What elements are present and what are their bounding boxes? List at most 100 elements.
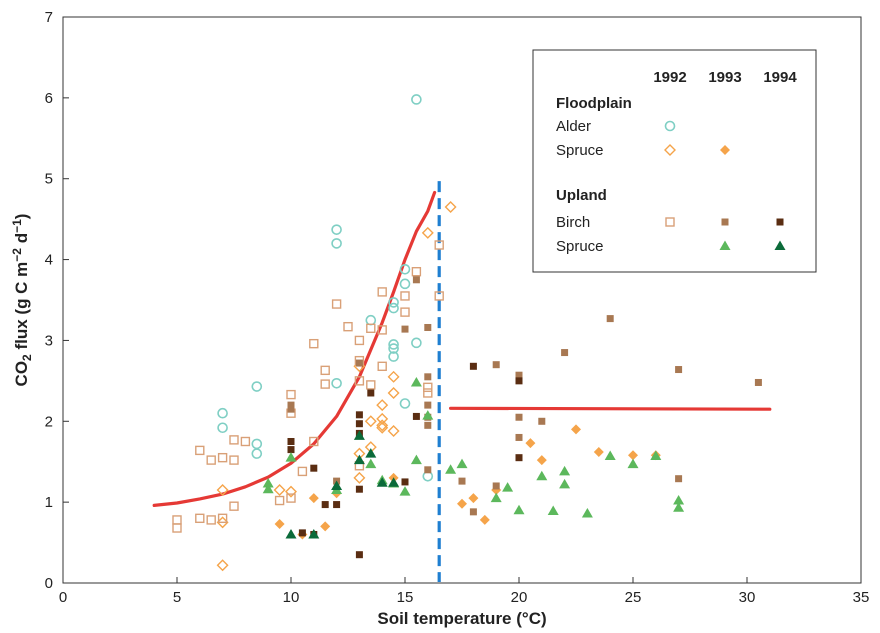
birch_1992-point: [377, 287, 387, 297]
up_spruce_1993-point: [445, 464, 457, 474]
birch_1993-point: [424, 323, 432, 331]
y-tick-label: 6: [45, 90, 53, 107]
up_spruce_1994-point: [331, 480, 343, 490]
up_spruce_1993-point: [559, 478, 571, 489]
up_spruce_1993-point: [456, 458, 468, 469]
birch_1992-point: [172, 523, 182, 533]
birch_1994-point: [355, 420, 363, 428]
up_spruce_1993-point: [547, 505, 559, 516]
birch_1994-point: [355, 551, 363, 559]
data-points: [172, 94, 762, 572]
fp_spruce_1992-point: [387, 424, 400, 437]
x-tick-label: 25: [625, 589, 642, 606]
y-tick-label: 2: [45, 413, 53, 430]
birch_1992-point: [331, 299, 342, 309]
up_spruce_1993-point: [673, 495, 685, 505]
fp_spruce_1992-point: [387, 386, 400, 399]
birch_1994-point: [287, 438, 295, 445]
up_spruce_1993-point: [604, 450, 616, 461]
birch_1993-point: [424, 466, 432, 474]
birch_1993-point: [492, 482, 500, 490]
fp_spruce_1992-point: [376, 421, 389, 434]
birch_1993-point: [515, 371, 523, 379]
birch_1992-point: [400, 307, 410, 317]
alder_1992-point: [388, 302, 399, 314]
fp_spruce_1993-point: [468, 493, 479, 504]
alder_1992-point: [251, 448, 263, 459]
birch_1992-point: [206, 455, 216, 465]
birch_1992-point: [320, 379, 330, 389]
legend-label-alder: Alder: [556, 118, 591, 135]
up_spruce_1994-point: [365, 448, 377, 458]
x-tick-label: 5: [173, 589, 181, 606]
birch_1994-point: [401, 478, 409, 486]
birch_1992-point: [297, 466, 308, 477]
legend-year-1994: 1994: [763, 69, 797, 86]
legend-year-1992: 1992: [653, 69, 686, 86]
birch_1992-point: [229, 435, 239, 445]
birch_1993-point: [606, 315, 614, 323]
up_spruce_1993-point: [422, 410, 434, 420]
fp_spruce_1992-point: [353, 471, 366, 484]
birch_1992-point: [377, 361, 387, 372]
birch_1992-point: [434, 240, 444, 250]
birch_1993-point: [754, 378, 762, 386]
fp_spruce_1992-point: [421, 226, 434, 239]
y-axis-title-sub: 2: [20, 354, 34, 361]
fp_spruce_1992-point: [444, 201, 457, 214]
y-axis-title-sup: −1: [10, 219, 24, 233]
birch_1994-point: [367, 389, 375, 397]
alder_1992-point: [411, 337, 422, 349]
fp_spruce_1993-point: [536, 455, 547, 466]
y-axis-title-sup: −2: [10, 248, 24, 262]
legend-marker-birch_1994: [776, 218, 784, 226]
birch_1993-point: [458, 477, 466, 485]
fp_spruce_1992-point: [285, 485, 297, 498]
fit-lines: [152, 190, 772, 507]
alder_1992-point: [251, 438, 263, 450]
birch_1994-point: [515, 377, 523, 385]
legend-marker-up_spruce_1994: [774, 240, 786, 250]
x-tick-label: 10: [283, 589, 300, 606]
y-axis-title-part: CO: [12, 361, 31, 387]
birch_1992-point: [309, 338, 319, 349]
birch_1992-point: [309, 436, 319, 447]
up_spruce_1993-point: [399, 486, 411, 496]
birch_1992-point: [240, 436, 251, 447]
x-tick-label: 35: [853, 589, 870, 606]
up_spruce_1993-point: [285, 452, 297, 462]
fp_spruce_1992-point: [216, 559, 229, 572]
birch_1993-point: [401, 325, 409, 333]
up_spruce_1993-point: [490, 492, 502, 503]
fp_spruce_1992-point: [376, 399, 389, 412]
alder_1992-point: [411, 94, 422, 105]
fp_spruce_1993-point: [479, 514, 490, 525]
fp_spruce_1992-point: [364, 415, 377, 428]
birch_1992-point: [217, 513, 228, 524]
birch_1993-point: [424, 421, 432, 429]
alder_1992-point: [388, 351, 399, 362]
y-axis-title: CO2 flux (g C m−2 d−1): [10, 214, 34, 387]
legend-label-floodplain-spruce: Spruce: [556, 142, 604, 159]
birch_1992-point: [172, 515, 182, 525]
birch_1994-point: [355, 411, 363, 419]
legend-box: [532, 49, 817, 273]
legend-heading-floodplain: Floodplain: [556, 95, 632, 112]
birch_1994-point: [355, 485, 363, 493]
fp_spruce_1992-point: [387, 370, 400, 383]
up_spruce_1994-point: [353, 454, 365, 465]
birch_1992-point: [423, 382, 433, 393]
fp_spruce_1993-point: [308, 493, 319, 504]
birch_1992-point: [320, 365, 330, 376]
birch_1993-point: [287, 405, 295, 413]
up_spruce_1994-point: [388, 477, 400, 487]
legend-label-upland-spruce: Spruce: [556, 238, 604, 255]
fp_spruce_1992-point: [376, 419, 389, 432]
alder_1992-point: [251, 381, 263, 392]
fp_spruce_1993-point: [457, 498, 467, 509]
birch_1993-point: [515, 413, 523, 421]
legend-marker-birch_1992: [665, 217, 675, 227]
birch_1993-point: [412, 276, 420, 284]
x-tick-label: 15: [397, 589, 414, 606]
